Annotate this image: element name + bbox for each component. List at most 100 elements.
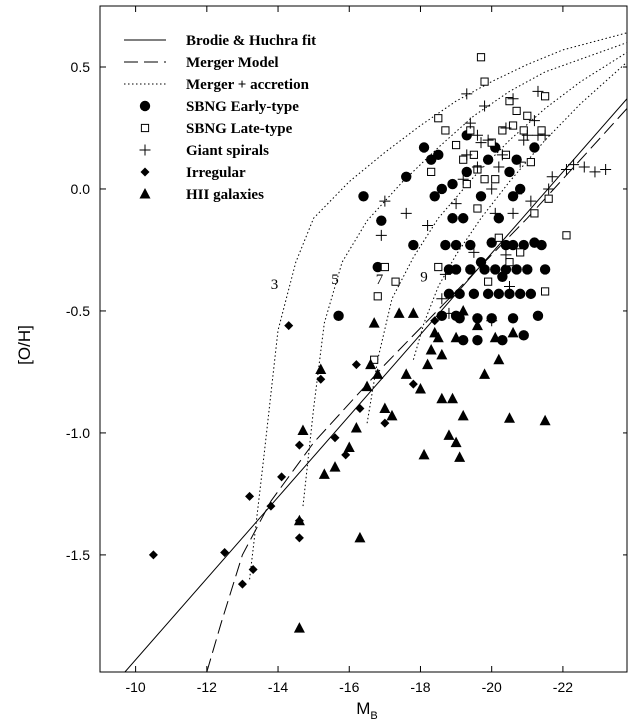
point-sbng-early-type bbox=[518, 239, 529, 251]
point-sbng-early-type bbox=[529, 142, 540, 153]
point-hii-galaxies bbox=[507, 326, 519, 338]
point-irregular bbox=[380, 418, 390, 428]
point-sbng-early-type bbox=[433, 149, 444, 161]
point-sbng-early-type bbox=[436, 310, 448, 322]
point-hii-galaxies bbox=[400, 368, 412, 379]
point-sbng-late-type bbox=[476, 53, 486, 62]
point-irregular bbox=[245, 491, 255, 501]
point-irregular bbox=[316, 374, 326, 384]
point-giant-spirals bbox=[600, 163, 612, 175]
legend-marker bbox=[140, 167, 150, 177]
point-hii-galaxies bbox=[407, 307, 419, 318]
point-hii-galaxies bbox=[436, 348, 448, 360]
point-hii-galaxies bbox=[318, 468, 330, 479]
point-sbng-late-type bbox=[508, 121, 518, 130]
point-sbng-late-type bbox=[491, 175, 500, 184]
legend-item-merger-accretion: Merger + accretion bbox=[124, 77, 310, 93]
point-giant-spirals bbox=[482, 134, 494, 146]
point-irregular bbox=[355, 404, 365, 414]
point-sbng-early-type bbox=[443, 264, 455, 275]
point-hii-galaxies bbox=[418, 448, 430, 460]
point-giant-spirals bbox=[546, 171, 558, 183]
x-tick-label: -14 bbox=[268, 679, 288, 695]
point-giant-spirals bbox=[461, 88, 473, 100]
point-sbng-late-type bbox=[526, 158, 535, 167]
series-sbng-late-type bbox=[370, 53, 571, 364]
legend-item-sbng-late-type: SBNG Late-type bbox=[140, 121, 293, 137]
point-sbng-late-type bbox=[380, 262, 389, 272]
legend-marker bbox=[139, 100, 151, 112]
point-hii-galaxies bbox=[297, 424, 309, 435]
point-hii-galaxies bbox=[365, 358, 377, 370]
point-giant-spirals bbox=[475, 137, 487, 149]
point-hii-galaxies bbox=[493, 353, 505, 365]
x-tick-label: -20 bbox=[482, 679, 502, 695]
point-sbng-late-type bbox=[391, 277, 400, 286]
curve-label: 5 bbox=[331, 272, 339, 288]
point-irregular bbox=[330, 433, 340, 443]
point-hii-galaxies bbox=[315, 363, 327, 374]
point-giant-spirals bbox=[560, 163, 572, 175]
point-sbng-late-type bbox=[434, 262, 443, 272]
point-giant-spirals bbox=[439, 268, 451, 280]
legend-item-merger-model: Merger Model bbox=[124, 55, 279, 71]
point-hii-galaxies bbox=[368, 317, 380, 328]
point-sbng-early-type bbox=[482, 154, 494, 165]
point-sbng-early-type bbox=[493, 288, 505, 300]
point-sbng-early-type bbox=[482, 288, 494, 300]
point-sbng-early-type bbox=[401, 171, 412, 182]
point-hii-galaxies bbox=[489, 331, 501, 343]
point-sbng-early-type bbox=[458, 213, 469, 224]
point-giant-spirals bbox=[532, 85, 544, 97]
point-sbng-early-type bbox=[447, 213, 458, 224]
point-giant-spirals bbox=[489, 207, 501, 219]
point-sbng-early-type bbox=[465, 264, 476, 275]
point-hii-galaxies bbox=[422, 358, 434, 370]
point-sbng-late-type bbox=[451, 140, 461, 150]
point-hii-galaxies bbox=[432, 331, 444, 343]
point-hii-galaxies bbox=[354, 531, 366, 543]
point-irregular bbox=[277, 472, 287, 482]
point-sbng-late-type bbox=[480, 77, 489, 86]
point-giant-spirals bbox=[543, 183, 555, 195]
point-sbng-late-type bbox=[523, 111, 532, 120]
line-merger-accretion-5 bbox=[302, 42, 627, 507]
y-tick-label: 0.0 bbox=[71, 181, 91, 197]
point-hii-galaxies bbox=[425, 343, 437, 355]
y-tick-label: -1.0 bbox=[66, 425, 90, 441]
point-irregular bbox=[351, 360, 361, 370]
point-giant-spirals bbox=[422, 220, 434, 232]
x-tick-label: -22 bbox=[553, 679, 573, 695]
point-giant-spirals bbox=[507, 93, 519, 105]
point-sbng-early-type bbox=[536, 239, 547, 251]
legend-item-giant-spirals: Giant spirals bbox=[139, 143, 269, 159]
line-merger-accretion-9 bbox=[412, 61, 627, 360]
point-irregular bbox=[284, 321, 294, 331]
point-hii-galaxies bbox=[457, 409, 469, 421]
curve-label: 7 bbox=[376, 272, 384, 288]
point-hii-galaxies bbox=[350, 422, 362, 433]
point-sbng-late-type bbox=[562, 231, 571, 240]
point-giant-spirals bbox=[578, 161, 590, 173]
point-irregular bbox=[430, 316, 440, 326]
point-irregular bbox=[220, 547, 230, 557]
point-giant-spirals bbox=[443, 307, 455, 319]
point-sbng-early-type bbox=[507, 239, 519, 251]
point-sbng-early-type bbox=[514, 288, 526, 300]
point-giant-spirals bbox=[507, 207, 519, 219]
point-sbng-late-type bbox=[541, 287, 550, 296]
point-irregular bbox=[341, 450, 351, 460]
point-sbng-early-type bbox=[376, 215, 387, 226]
point-giant-spirals bbox=[521, 129, 533, 141]
point-giant-spirals bbox=[479, 100, 491, 112]
point-sbng-early-type bbox=[458, 335, 469, 346]
point-sbng-early-type bbox=[507, 313, 519, 324]
point-sbng-early-type bbox=[504, 166, 515, 178]
point-sbng-early-type bbox=[472, 335, 483, 346]
point-sbng-early-type bbox=[436, 183, 448, 195]
point-giant-spirals bbox=[436, 293, 448, 305]
point-sbng-early-type bbox=[429, 191, 440, 202]
point-sbng-late-type bbox=[530, 209, 539, 218]
point-hii-galaxies bbox=[457, 304, 469, 316]
